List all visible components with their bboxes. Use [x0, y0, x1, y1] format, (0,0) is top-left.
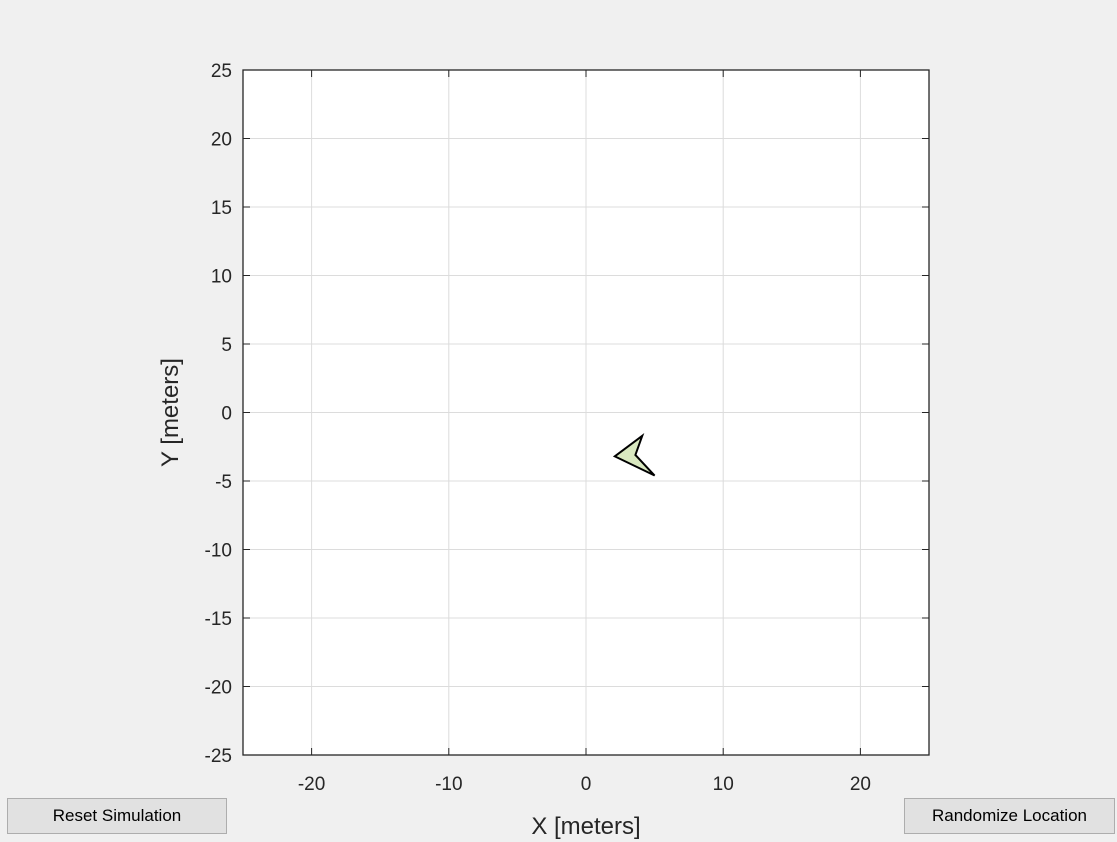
- y-tick-label: -15: [205, 609, 232, 630]
- y-tick-label: -5: [215, 472, 232, 493]
- x-axis-label: X [meters]: [531, 813, 640, 840]
- grid: [243, 70, 929, 755]
- x-tick-label: -10: [435, 774, 462, 795]
- x-tick-label: 20: [850, 774, 871, 795]
- y-tick-label: 10: [211, 267, 232, 288]
- y-tick-label: 25: [211, 61, 232, 82]
- reset-simulation-button[interactable]: Reset Simulation: [7, 798, 227, 834]
- y-axis-label: Y [meters]: [157, 358, 184, 467]
- tick-marks: [243, 69, 929, 756]
- x-tick-label: -20: [298, 774, 325, 795]
- y-tick-label: 15: [211, 198, 232, 219]
- y-tick-label: 0: [221, 404, 232, 425]
- x-tick-label: 10: [713, 774, 734, 795]
- y-tick-label: -20: [205, 678, 232, 699]
- y-tick-label: -10: [205, 541, 232, 562]
- tick-labels: -20 -10 0 10 20 25 20 15 10 5 0 -5 -10 -15 -20 -25: [205, 61, 871, 795]
- y-tick-label: -25: [205, 746, 232, 767]
- y-tick-label: 5: [221, 335, 232, 356]
- vehicle-marker: [612, 432, 656, 477]
- randomize-location-button[interactable]: Randomize Location: [904, 798, 1115, 834]
- x-tick-label: 0: [581, 774, 592, 795]
- y-tick-label: 20: [211, 130, 232, 151]
